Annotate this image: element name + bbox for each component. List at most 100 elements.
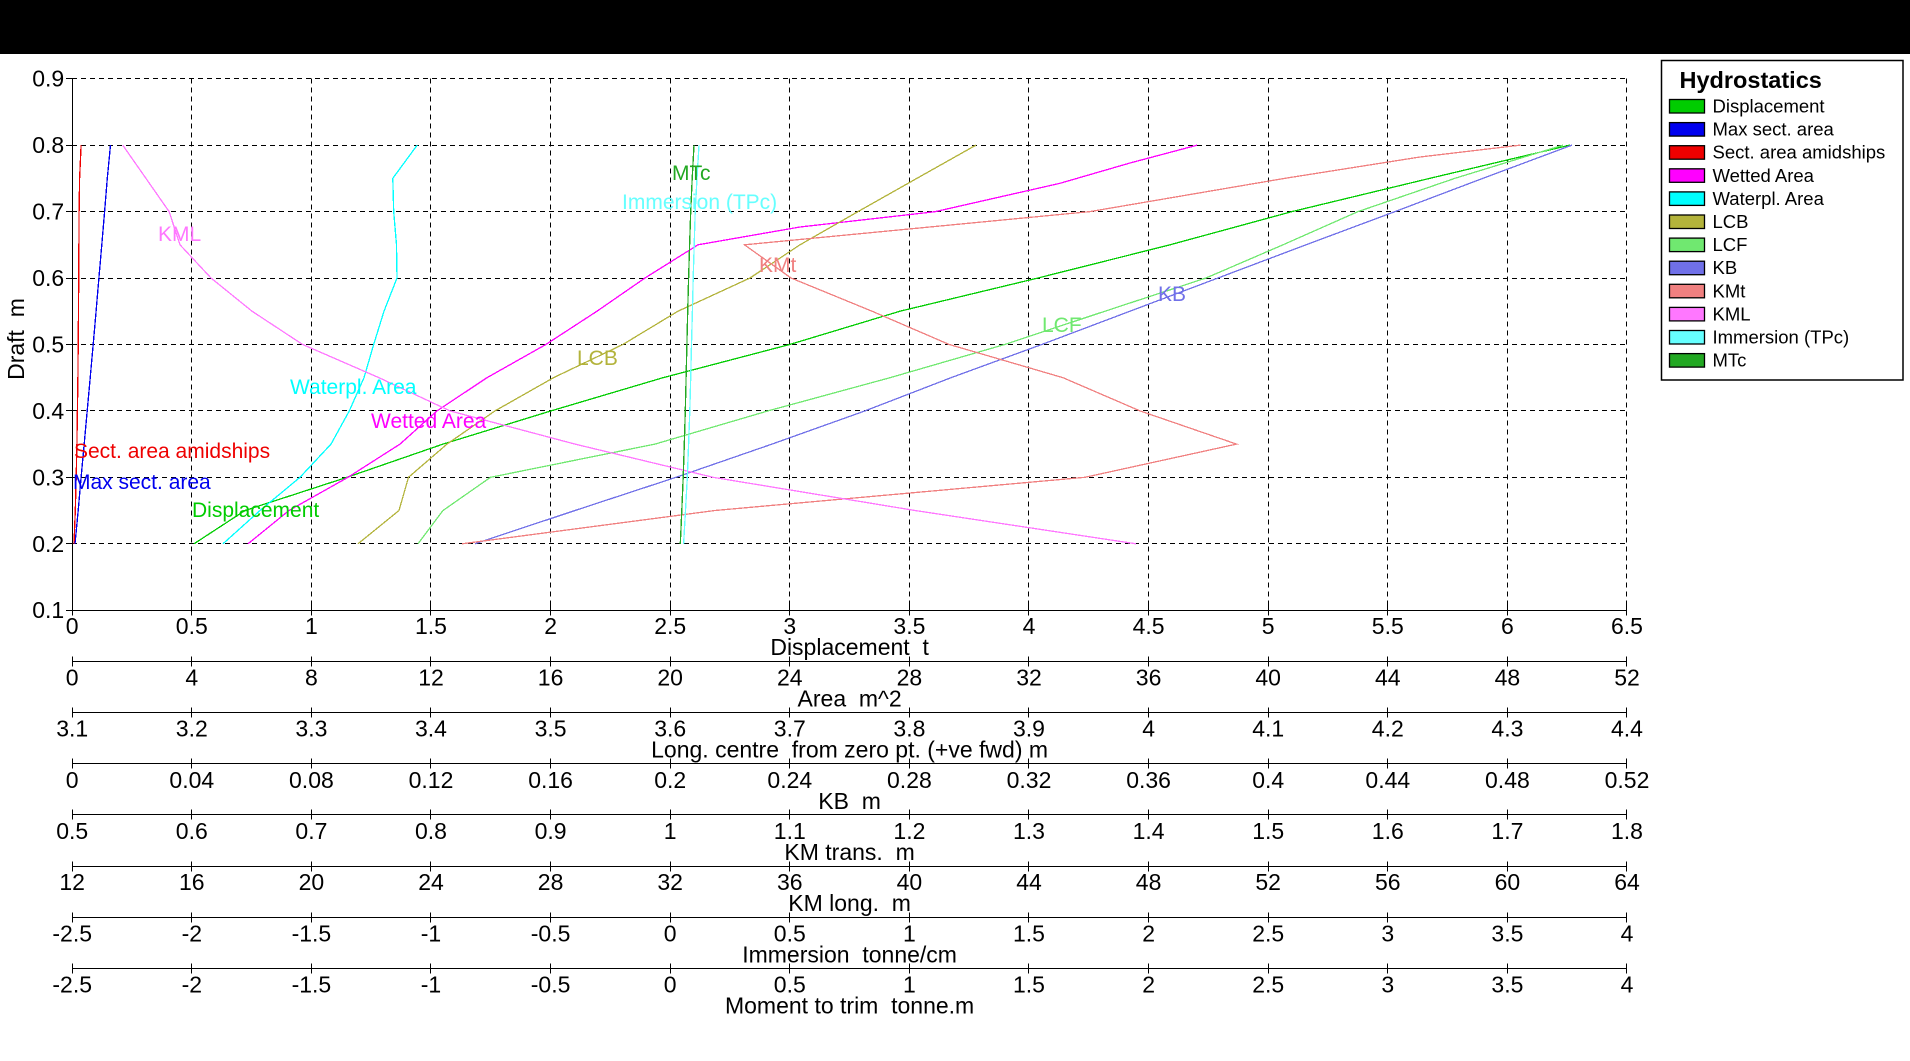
svg-text:KB: KB bbox=[1158, 283, 1186, 306]
svg-text:0: 0 bbox=[664, 920, 677, 946]
svg-text:44: 44 bbox=[1375, 664, 1401, 690]
svg-text:LCB: LCB bbox=[577, 347, 618, 370]
svg-text:3: 3 bbox=[1381, 972, 1394, 998]
svg-text:3.8: 3.8 bbox=[893, 716, 925, 742]
svg-text:20: 20 bbox=[657, 664, 683, 690]
svg-text:12: 12 bbox=[418, 664, 444, 690]
svg-text:40: 40 bbox=[897, 869, 923, 895]
svg-text:-1: -1 bbox=[421, 972, 441, 998]
svg-text:0.5: 0.5 bbox=[176, 613, 208, 639]
svg-text:KML: KML bbox=[1713, 303, 1751, 324]
svg-text:0.4: 0.4 bbox=[32, 398, 64, 424]
svg-text:1.5: 1.5 bbox=[1013, 920, 1045, 946]
svg-text:Wetted Area: Wetted Area bbox=[1713, 165, 1815, 186]
svg-text:MTc: MTc bbox=[1713, 350, 1747, 371]
svg-text:2: 2 bbox=[1142, 920, 1155, 946]
svg-text:KB: KB bbox=[1713, 257, 1738, 278]
svg-text:KMt: KMt bbox=[1713, 280, 1746, 301]
svg-text:Displacement: Displacement bbox=[192, 499, 319, 522]
svg-text:20: 20 bbox=[299, 869, 325, 895]
svg-text:2.5: 2.5 bbox=[654, 613, 686, 639]
svg-text:0: 0 bbox=[66, 664, 79, 690]
svg-text:3.6: 3.6 bbox=[654, 716, 686, 742]
svg-text:Long. centre from zero pt. (+: Long. centre from zero pt. (+ve fwd) m bbox=[651, 737, 1048, 763]
svg-text:3.9: 3.9 bbox=[1013, 716, 1045, 742]
svg-text:1.2: 1.2 bbox=[893, 818, 925, 844]
svg-text:0.7: 0.7 bbox=[32, 199, 64, 225]
svg-text:0.1: 0.1 bbox=[32, 597, 64, 623]
svg-text:8: 8 bbox=[305, 664, 318, 690]
svg-text:3.5: 3.5 bbox=[1491, 972, 1523, 998]
svg-text:LCF: LCF bbox=[1042, 314, 1082, 337]
svg-text:-2: -2 bbox=[182, 920, 202, 946]
svg-text:1: 1 bbox=[903, 972, 916, 998]
svg-text:4: 4 bbox=[185, 664, 198, 690]
svg-text:-2.5: -2.5 bbox=[52, 920, 92, 946]
svg-text:4.4: 4.4 bbox=[1611, 716, 1643, 742]
svg-text:Sect. area amidships: Sect. area amidships bbox=[1713, 142, 1886, 163]
svg-text:2.5: 2.5 bbox=[1252, 920, 1284, 946]
svg-text:0.6: 0.6 bbox=[176, 818, 208, 844]
svg-text:3.4: 3.4 bbox=[415, 716, 447, 742]
svg-text:0.5: 0.5 bbox=[32, 331, 64, 357]
svg-text:60: 60 bbox=[1495, 869, 1521, 895]
svg-text:0.7: 0.7 bbox=[295, 818, 327, 844]
svg-text:1.5: 1.5 bbox=[415, 613, 447, 639]
svg-text:0.08: 0.08 bbox=[289, 767, 334, 793]
svg-text:1.3: 1.3 bbox=[1013, 818, 1045, 844]
svg-text:0.6: 0.6 bbox=[32, 265, 64, 291]
svg-text:KML: KML bbox=[158, 223, 201, 246]
svg-text:6: 6 bbox=[1501, 613, 1514, 639]
svg-text:0.52: 0.52 bbox=[1605, 767, 1650, 793]
svg-text:0.44: 0.44 bbox=[1365, 767, 1410, 793]
svg-text:0.9: 0.9 bbox=[32, 66, 64, 92]
svg-text:1.4: 1.4 bbox=[1133, 818, 1165, 844]
svg-text:0.5: 0.5 bbox=[56, 818, 88, 844]
svg-text:0.8: 0.8 bbox=[415, 818, 447, 844]
svg-text:64: 64 bbox=[1614, 869, 1640, 895]
svg-text:0.2: 0.2 bbox=[32, 531, 64, 557]
svg-text:0.2: 0.2 bbox=[654, 767, 686, 793]
svg-text:MTc: MTc bbox=[672, 162, 711, 185]
svg-text:24: 24 bbox=[418, 869, 444, 895]
svg-text:24: 24 bbox=[777, 664, 803, 690]
svg-text:Hydrostatics: Hydrostatics bbox=[1680, 67, 1822, 93]
svg-text:Sect. area amidships: Sect. area amidships bbox=[74, 440, 270, 463]
svg-text:48: 48 bbox=[1495, 664, 1521, 690]
svg-text:32: 32 bbox=[1016, 664, 1042, 690]
svg-text:1.5: 1.5 bbox=[1013, 972, 1045, 998]
svg-text:Max sect. area: Max sect. area bbox=[73, 471, 211, 494]
svg-text:5.5: 5.5 bbox=[1372, 613, 1404, 639]
svg-text:0.5: 0.5 bbox=[774, 972, 806, 998]
svg-text:-1.5: -1.5 bbox=[292, 920, 332, 946]
svg-text:4: 4 bbox=[1621, 920, 1634, 946]
svg-text:1.5: 1.5 bbox=[1252, 818, 1284, 844]
svg-text:Displacement t: Displacement t bbox=[770, 634, 929, 660]
svg-text:0.36: 0.36 bbox=[1126, 767, 1171, 793]
svg-text:28: 28 bbox=[538, 869, 564, 895]
svg-text:4: 4 bbox=[1142, 716, 1155, 742]
svg-text:12: 12 bbox=[59, 869, 85, 895]
svg-text:1.6: 1.6 bbox=[1372, 818, 1404, 844]
svg-text:1: 1 bbox=[305, 613, 318, 639]
svg-text:44: 44 bbox=[1016, 869, 1042, 895]
svg-text:Moment to trim tonne.m: Moment to trim tonne.m bbox=[725, 993, 974, 1019]
svg-text:0: 0 bbox=[664, 972, 677, 998]
svg-text:36: 36 bbox=[777, 869, 803, 895]
svg-text:Immersion (TPc): Immersion (TPc) bbox=[622, 191, 777, 214]
svg-text:3: 3 bbox=[1381, 920, 1394, 946]
svg-text:LCB: LCB bbox=[1713, 211, 1749, 232]
svg-text:Wetted Area: Wetted Area bbox=[371, 410, 487, 433]
svg-text:4: 4 bbox=[1621, 972, 1634, 998]
svg-text:52: 52 bbox=[1614, 664, 1640, 690]
svg-text:3.5: 3.5 bbox=[535, 716, 567, 742]
svg-text:Waterpl. Area: Waterpl. Area bbox=[290, 376, 417, 399]
svg-text:LCF: LCF bbox=[1713, 234, 1748, 255]
svg-text:-1.5: -1.5 bbox=[292, 972, 332, 998]
svg-text:3.2: 3.2 bbox=[176, 716, 208, 742]
svg-text:0.24: 0.24 bbox=[767, 767, 812, 793]
svg-text:KM long. m: KM long. m bbox=[788, 890, 911, 916]
svg-text:0.16: 0.16 bbox=[528, 767, 573, 793]
svg-text:1: 1 bbox=[664, 818, 677, 844]
svg-text:1.1: 1.1 bbox=[774, 818, 806, 844]
